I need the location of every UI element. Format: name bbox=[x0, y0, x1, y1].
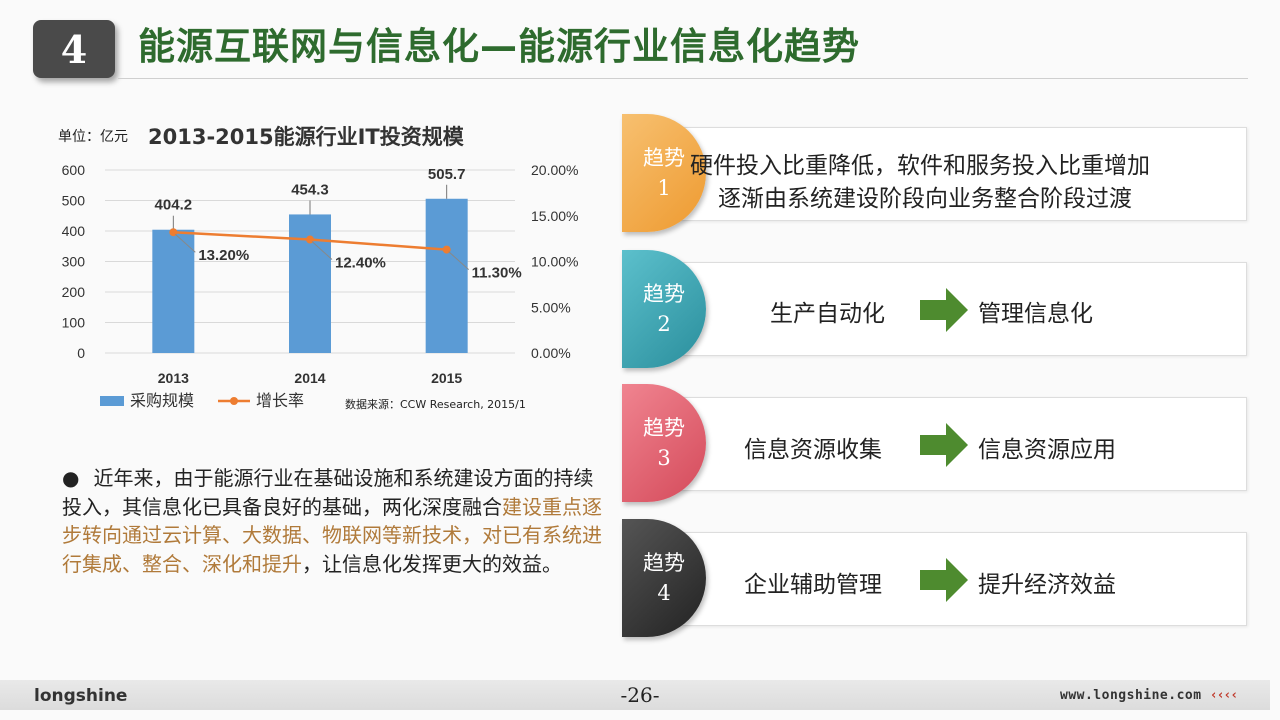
trend-1-label: 趋势 bbox=[643, 146, 685, 170]
trend-1-number: 1 bbox=[657, 176, 671, 200]
line-data-label: 11.30% bbox=[472, 265, 522, 282]
x-tick-label: 2014 bbox=[294, 370, 325, 386]
y-left-tick-label: 600 bbox=[62, 162, 86, 178]
y-left-tick-label: 200 bbox=[62, 284, 86, 300]
footer-arrows-icon: ‹‹‹‹ bbox=[1209, 688, 1238, 703]
trend-3-number: 3 bbox=[657, 446, 671, 470]
y-right-tick-label: 5.00% bbox=[531, 299, 571, 315]
arrow-right-icon bbox=[920, 423, 968, 467]
trend-2-from: 生产自动化 bbox=[770, 301, 885, 327]
trend-4-number: 4 bbox=[657, 581, 671, 605]
trend-1-line1: 硬件投入比重降低，软件和服务投入比重增加 bbox=[690, 153, 1150, 179]
trend-4-to: 提升经济效益 bbox=[978, 572, 1116, 598]
trend-1-box bbox=[636, 127, 1247, 221]
bullet-icon: ● bbox=[62, 466, 80, 490]
arrow-right-icon bbox=[920, 558, 968, 602]
line-data-label: 13.20% bbox=[198, 247, 249, 264]
trend-4-label: 趋势 bbox=[643, 551, 685, 575]
trend-2-to: 管理信息化 bbox=[978, 301, 1093, 327]
arrow-right-icon bbox=[920, 288, 968, 332]
trend-1-line2: 逐渐由系统建设阶段向业务整合阶段过渡 bbox=[718, 186, 1132, 212]
bar bbox=[425, 198, 468, 353]
y-right-tick-label: 20.00% bbox=[531, 162, 578, 178]
page-number: -26- bbox=[620, 683, 660, 707]
section-number-badge: 4 bbox=[33, 20, 115, 78]
chart-plot: 0 100 200 300 400 500 600 0.00% 5.00% 10.00% 15.00… bbox=[62, 162, 579, 410]
line-label-leader bbox=[311, 241, 333, 260]
y-left-tick-label: 100 bbox=[62, 315, 86, 331]
bar bbox=[152, 229, 195, 353]
website-text: www.longshine.com bbox=[1060, 688, 1202, 703]
line-label-leader bbox=[174, 233, 196, 253]
website-link[interactable]: www.longshine.com ‹‹‹‹ bbox=[1060, 688, 1238, 703]
trend-2-label: 趋势 bbox=[643, 282, 685, 306]
trend-3-from: 信息资源收集 bbox=[744, 437, 882, 463]
y-right-tick-label: 15.00% bbox=[531, 208, 578, 224]
chart-source: 数据来源：CCW Research, 2015/1 bbox=[345, 398, 526, 411]
line-label-leader bbox=[448, 251, 470, 270]
legend-line-marker bbox=[230, 397, 238, 405]
legend-bar-label: 采购规模 bbox=[130, 391, 194, 410]
paragraph-text-1: 近年来，由于能源行业在基础设施和系统建设方面的持续投入，其信息化已具备良好的基础… bbox=[62, 466, 594, 519]
y-left-tick-label: 500 bbox=[62, 193, 86, 209]
x-tick-label: 2015 bbox=[431, 370, 462, 386]
summary-paragraph: ● 近年来，由于能源行业在基础设施和系统建设方面的持续投入，其信息化已具备良好的基… bbox=[62, 464, 602, 578]
legend-line-label: 增长率 bbox=[256, 391, 304, 410]
bar-data-label: 404.2 bbox=[155, 197, 193, 214]
paragraph-text-2: ，让信息化发挥更大的效益。 bbox=[302, 551, 562, 576]
company-logo: longshine bbox=[34, 686, 128, 706]
title-divider bbox=[118, 78, 1248, 79]
trend-4-from: 企业辅助管理 bbox=[744, 572, 882, 598]
chart-title: 2013-2015能源行业IT投资规模 bbox=[148, 125, 464, 149]
page-title: 能源互联网与信息化—能源行业信息化趋势 bbox=[138, 25, 860, 68]
bar-data-label: 505.7 bbox=[428, 166, 466, 183]
bar-data-label: 454.3 bbox=[291, 181, 329, 198]
paragraph-highlight: 建设重点逐步转向通过云计算、大数据、物联网等新技术，对已有系统进行集成、整合、深… bbox=[62, 494, 602, 576]
y-right-tick-label: 10.00% bbox=[531, 254, 578, 270]
y-left-tick-label: 0 bbox=[77, 345, 85, 361]
y-left-tick-label: 300 bbox=[62, 254, 86, 270]
trend-2-number: 2 bbox=[657, 312, 671, 336]
line-data-label: 12.40% bbox=[335, 255, 386, 272]
trend-3-to: 信息资源应用 bbox=[978, 437, 1116, 463]
bar bbox=[289, 214, 331, 353]
y-left-tick-label: 400 bbox=[62, 223, 86, 239]
trend-3-label: 趋势 bbox=[643, 416, 685, 440]
chart-unit-label: 单位：亿元 bbox=[58, 129, 128, 145]
footer-bar bbox=[0, 680, 1270, 710]
x-tick-label: 2013 bbox=[158, 370, 189, 386]
y-right-tick-label: 0.00% bbox=[531, 345, 571, 361]
legend-bar-swatch bbox=[100, 396, 124, 406]
